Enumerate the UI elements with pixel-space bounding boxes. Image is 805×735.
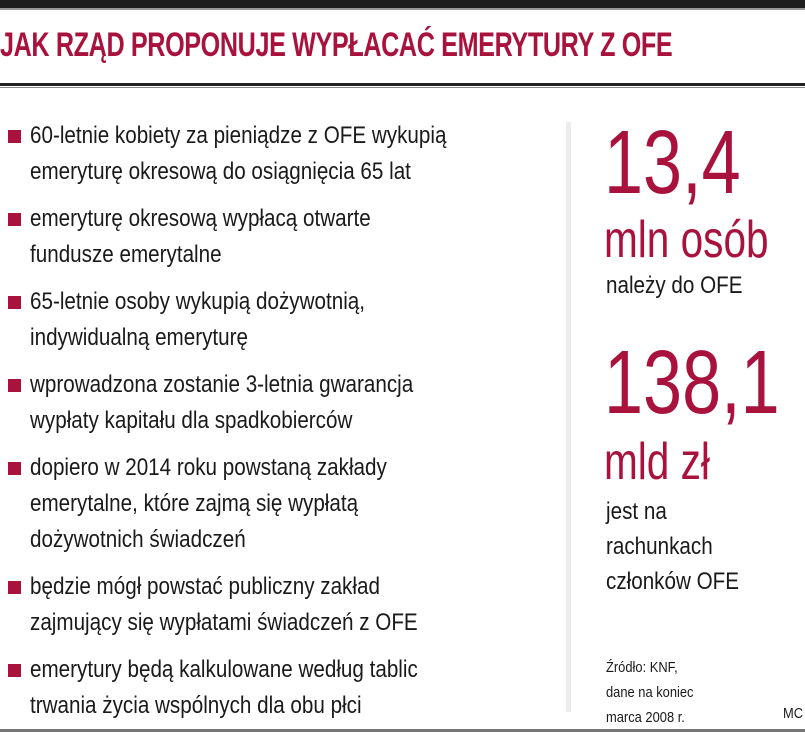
list-item-text: wypłaty kapitału dla spadkobierców [30, 407, 353, 434]
proposal-list: 60-letnie kobiety za pieniądze z OFE wyk… [8, 118, 568, 735]
column-divider [566, 122, 571, 712]
list-item: będzie mógł powstać publiczny zakład zajm… [8, 569, 568, 641]
bullet-square-icon [8, 379, 21, 392]
list-item: wprowadzona zostanie 3-letnia gwarancja w… [8, 367, 568, 439]
source-line: dane na koniec [606, 684, 694, 701]
list-item-text: wprowadzona zostanie 3-letnia gwarancja [30, 371, 414, 398]
list-item-text: emerytury będą kalkulowane według tablic [30, 656, 418, 683]
list-item-text: emeryturę okresową do osiągnięcia 65 lat [30, 158, 411, 185]
bullet-square-icon [8, 130, 21, 143]
list-item-text: dożywotnich świadczeń [30, 526, 246, 553]
list-item-text: trwania życia wspólnych dla obu płci [30, 692, 362, 719]
list-item: 60-letnie kobiety za pieniądze z OFE wyk… [8, 118, 568, 190]
list-item: emeryturę okresową wypłacą otwarte fundus… [8, 201, 568, 273]
bullet-square-icon [8, 462, 21, 475]
bullet-square-icon [8, 664, 21, 677]
header-rule [0, 83, 805, 86]
bullet-square-icon [8, 296, 21, 309]
list-item-text: indywidualną emeryturę [30, 324, 248, 351]
list-item-text: emeryturę okresową wypłacą otwarte [30, 205, 371, 232]
list-item-text: fundusze emerytalne [30, 241, 222, 268]
list-item-text: emerytalne, które zajmą się wypłatą [30, 490, 359, 517]
bullet-square-icon [8, 581, 21, 594]
list-item-text: 65-letnie osoby wykupią dożywotnią, [30, 288, 366, 315]
stat-members-unit: mln osób [604, 211, 769, 269]
list-item-text: zajmujący się wypłatami świadczeń z OFE [30, 609, 418, 636]
source-note: Źródło: KNF, dane na koniec marca 2008 r… [606, 655, 694, 730]
stat-members-caption: należy do OFE [606, 272, 743, 299]
top-bar [0, 0, 805, 8]
list-item: emerytury będą kalkulowane według tablic… [8, 652, 568, 724]
stat-assets-caption-1: jest na [606, 498, 667, 525]
top-divider [0, 8, 805, 10]
stat-assets-unit: mld zł [604, 433, 710, 491]
bullet-square-icon [8, 213, 21, 226]
stat-members-value: 13,4 [604, 113, 741, 213]
list-item: dopiero w 2014 roku powstaną zakłady emer… [8, 450, 568, 558]
stat-assets-caption-3: członków OFE [606, 568, 740, 595]
stat-assets-value: 138,1 [604, 333, 780, 433]
list-item-text: 60-letnie kobiety za pieniądze z OFE wyk… [30, 122, 447, 149]
header-rule-thin [0, 87, 805, 88]
headline: JAK RZĄD PROPONUJE WYPŁACAĆ EMERYTURY Z … [0, 26, 673, 64]
list-item-text: dopiero w 2014 roku powstaną zakłady [30, 454, 387, 481]
list-item: 65-letnie osoby wykupią dożywotnią, indyw… [8, 284, 568, 356]
list-item-text: będzie mógł powstać publiczny zakład [30, 573, 380, 600]
author-credit: MC [783, 705, 804, 722]
source-line: marca 2008 r. [606, 709, 685, 726]
stat-assets-caption-2: rachunkach [606, 533, 713, 560]
source-line: Źródło: KNF, [606, 659, 678, 676]
bottom-rule [0, 729, 805, 732]
